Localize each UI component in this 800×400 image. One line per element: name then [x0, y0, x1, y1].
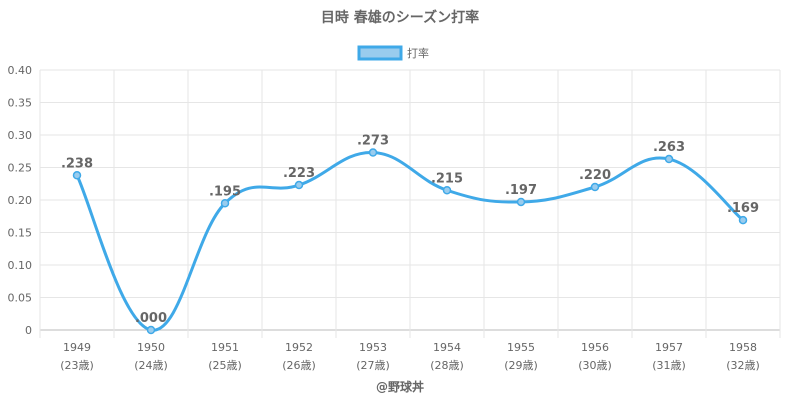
grid	[39, 69, 781, 338]
data-point	[220, 199, 230, 208]
x-tick-age: (25歳)	[208, 359, 242, 372]
y-tick-label: 0.25	[8, 162, 33, 175]
data-point	[664, 154, 674, 164]
x-tick-age: (23歳)	[60, 359, 94, 372]
data-label: .223	[283, 166, 315, 181]
data-label: .195	[209, 184, 241, 199]
series-batting-average	[72, 148, 748, 335]
series-line	[75, 151, 744, 332]
x-tick-age: (32歳)	[726, 359, 760, 372]
x-tick-year: 1958	[729, 341, 757, 354]
data-label: .000	[135, 311, 167, 326]
chart-title: 目時 春雄のシーズン打率	[321, 9, 479, 26]
data-point	[294, 180, 304, 190]
x-tick-year: 1950	[137, 341, 165, 354]
data-label: .197	[505, 183, 537, 198]
x-tick-age: (30歳)	[578, 359, 612, 372]
x-axis: 1949 (23歳) 1950 (24歳) 1951 (25歳) 1952 (26歳) 1953…	[60, 341, 760, 372]
data-point	[146, 325, 156, 335]
data-point	[442, 186, 452, 195]
data-label: .238	[61, 156, 93, 171]
data-labels: .238 .000 .195 .223 .273 .215 .197 .220 .263 .169	[61, 134, 759, 326]
data-point	[368, 148, 378, 157]
x-tick-age: (27歳)	[356, 359, 390, 372]
y-tick-label: 0.40	[8, 64, 33, 77]
legend: 打率	[357, 45, 429, 61]
legend-swatch[interactable]	[357, 45, 403, 61]
legend-label: 打率	[407, 46, 429, 60]
credit-text: @野球丼	[376, 379, 424, 394]
y-tick-label: 0	[25, 324, 32, 337]
data-label: .273	[357, 134, 389, 149]
x-tick-year: 1955	[507, 341, 535, 354]
x-tick-year: 1952	[285, 341, 313, 354]
x-tick-year: 1951	[211, 341, 239, 354]
x-tick-age: (31歳)	[652, 359, 686, 372]
y-tick-label: 0.20	[8, 194, 33, 207]
y-tick-label: 0.10	[8, 259, 33, 272]
data-label: .169	[727, 201, 759, 216]
data-label: .215	[431, 171, 463, 186]
x-tick-age: (29歳)	[504, 359, 538, 372]
data-point	[72, 171, 82, 180]
x-tick-age: (26歳)	[282, 359, 316, 372]
y-axis: 0 0.05 0.10 0.15 0.20 0.25 0.30 0.35 0.40	[8, 64, 33, 337]
x-tick-age: (24歳)	[134, 359, 168, 372]
y-tick-label: 0.30	[8, 129, 33, 142]
data-point	[738, 215, 748, 225]
y-tick-label: 0.15	[8, 227, 33, 240]
data-point	[516, 197, 526, 207]
x-tick-year: 1957	[655, 341, 683, 354]
x-tick-year: 1949	[63, 341, 91, 354]
x-tick-year: 1956	[581, 341, 609, 354]
x-tick-year: 1953	[359, 341, 387, 354]
data-label: .263	[653, 140, 685, 155]
x-tick-age: (28歳)	[430, 359, 464, 372]
y-tick-label: 0.35	[8, 97, 33, 110]
y-tick-label: 0.05	[8, 292, 33, 305]
data-label: .220	[579, 168, 611, 183]
x-tick-year: 1954	[433, 341, 461, 354]
data-point	[590, 182, 600, 192]
